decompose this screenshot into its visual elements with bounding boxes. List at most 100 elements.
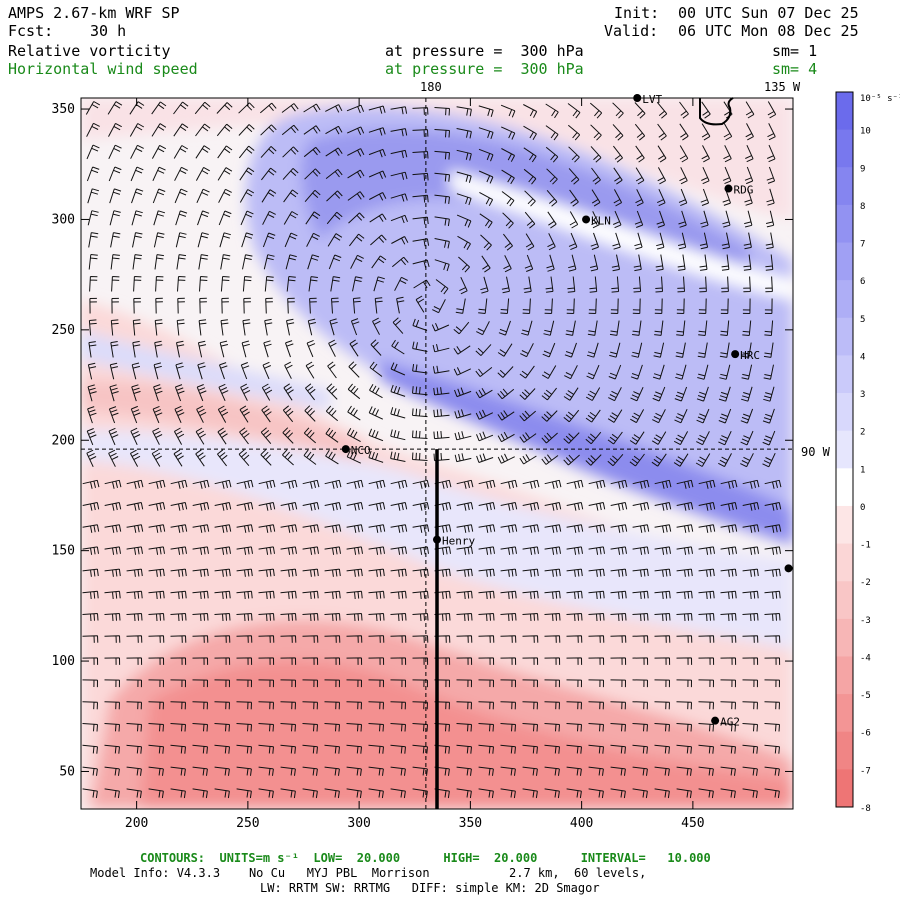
wind-barb [258, 568, 275, 577]
wind-barb [563, 432, 580, 444]
wind-barb [283, 383, 294, 401]
wind-barb [700, 188, 710, 206]
wind-barb [743, 232, 752, 250]
wind-barb [567, 276, 576, 293]
wind-barb [195, 449, 206, 467]
wind-barb [82, 568, 99, 577]
wind-barb [368, 568, 385, 577]
wind-barb [392, 317, 404, 334]
wind-barb [177, 297, 185, 314]
wind-barb [519, 365, 535, 379]
wind-barb [656, 188, 666, 207]
wind-barb [590, 146, 602, 163]
wind-barb [330, 276, 341, 292]
wind-barb [610, 613, 627, 622]
colorbar-unit: 10⁻⁵ s⁻¹ [860, 94, 900, 104]
wind-barb [609, 342, 621, 358]
wind-barb [612, 102, 624, 119]
wind-barb [261, 189, 277, 203]
wind-barb [219, 340, 229, 358]
wind-barb [176, 340, 185, 358]
wind-barb [281, 124, 299, 136]
wind-barb [501, 148, 516, 162]
wind-barb [155, 297, 163, 314]
wind-barb [701, 123, 711, 141]
wind-barb [457, 235, 471, 251]
wind-barb [218, 383, 229, 402]
wind-barb [544, 788, 560, 799]
wind-barb [456, 744, 472, 754]
wind-barb [742, 679, 758, 688]
x-tick-label: 300 [347, 816, 370, 831]
wind-barb [328, 339, 337, 357]
wind-barb [148, 524, 166, 533]
wind-barb [324, 546, 341, 555]
wind-barb [286, 276, 296, 292]
wind-barb [240, 362, 250, 380]
wind-barb [192, 766, 208, 776]
wind-barb [610, 502, 628, 511]
wind-barb [542, 342, 556, 358]
wind-barb [544, 298, 553, 314]
wind-barb [522, 479, 540, 489]
wind-barb [153, 362, 162, 380]
wind-barb [498, 320, 511, 336]
wind-barb [742, 502, 760, 511]
wind-barb [368, 744, 384, 754]
wind-barb [588, 568, 605, 577]
wind-barb [368, 723, 384, 732]
positive-vorticity-core [380, 360, 793, 545]
wind-barb [546, 168, 558, 185]
wind-barb [502, 212, 514, 229]
wind-barb [108, 144, 122, 160]
wind-barb [564, 342, 577, 358]
wind-barb [370, 339, 382, 356]
wind-barb [700, 210, 709, 228]
station-label: HRC [740, 349, 760, 362]
wind-barb [742, 744, 758, 754]
wind-barb [259, 102, 277, 114]
wind-barb [589, 276, 598, 293]
wind-barb [192, 546, 209, 555]
wind-barb [590, 232, 599, 250]
wind-barb [281, 103, 299, 113]
wind-barb [610, 723, 626, 732]
wind-barb [475, 388, 493, 399]
wind-barb [654, 635, 671, 643]
wind-barb [396, 296, 405, 314]
wind-barb [285, 340, 294, 358]
wind-barb [82, 524, 100, 533]
valid-label: Valid: [604, 22, 659, 40]
wind-barb [500, 298, 510, 314]
wind-barb [434, 502, 452, 511]
wind-barb [609, 320, 620, 336]
wind-barb [390, 524, 408, 533]
wind-barb [764, 723, 780, 732]
wind-barb [192, 635, 209, 643]
wind-barb [674, 386, 688, 402]
wind-barb [104, 546, 121, 555]
wind-barb [415, 295, 425, 313]
colorbar-label: 3 [860, 390, 865, 400]
wind-barb [456, 149, 472, 161]
wind-barb [242, 276, 252, 292]
wind-barb [523, 168, 537, 185]
wind-barb [346, 546, 363, 555]
wind-barb [475, 367, 493, 377]
wind-barb [154, 319, 163, 336]
wind-barb [478, 568, 495, 577]
wind-barb [220, 276, 230, 292]
wind-barb [87, 362, 97, 380]
wind-barb [412, 238, 430, 247]
wind-barb [108, 427, 119, 446]
wind-barb [194, 101, 211, 115]
wind-barb [261, 167, 277, 181]
wind-barb [239, 189, 255, 203]
wind-barb [720, 298, 729, 314]
wind-barb [434, 479, 452, 489]
negative-vorticity-zone [81, 98, 793, 220]
wind-barb [126, 590, 143, 600]
wind-barb [390, 546, 407, 555]
wind-barb [566, 766, 582, 776]
